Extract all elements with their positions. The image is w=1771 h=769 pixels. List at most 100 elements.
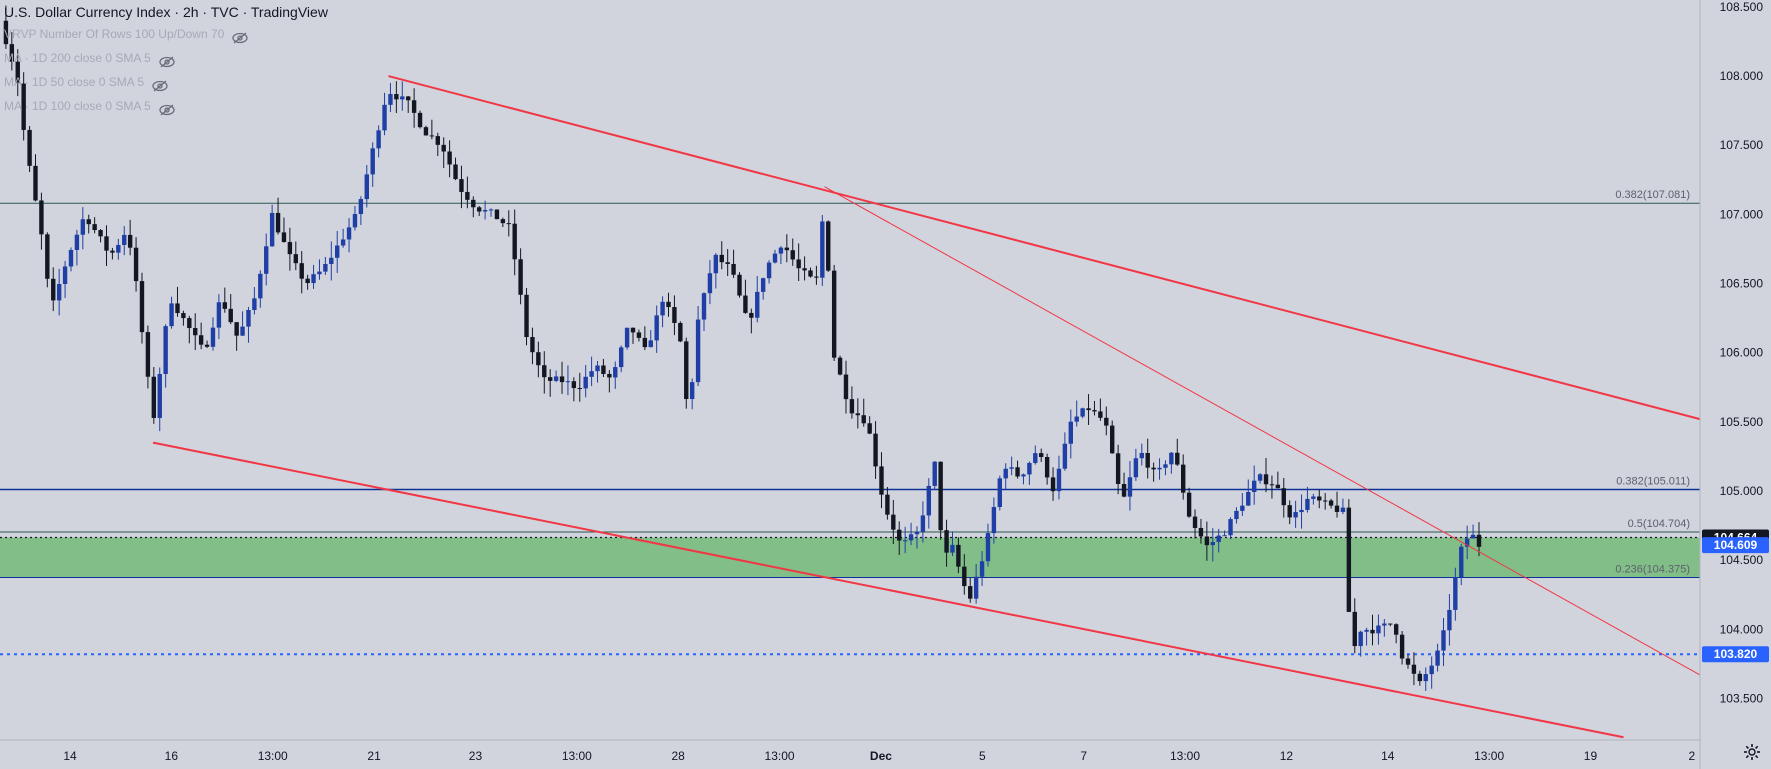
eye-crossed-icon[interactable] [159, 100, 175, 116]
eye-crossed-icon[interactable] [159, 52, 175, 68]
candle-body [62, 266, 68, 285]
x-tick-label: 16 [165, 749, 179, 763]
x-tick-label: 13:00 [1170, 749, 1200, 763]
candle [1441, 618, 1446, 667]
gear-icon[interactable] [1743, 743, 1761, 761]
candle [364, 165, 369, 208]
indicator-ma-100[interactable]: MA · 1D 100 close 0 SMA 5 [4, 94, 328, 118]
candle-body [376, 130, 381, 149]
candle-body [908, 534, 914, 541]
candle-body [968, 586, 973, 599]
candle [1352, 598, 1357, 654]
candle-body [790, 250, 795, 260]
candle [577, 372, 582, 402]
candle [885, 487, 890, 520]
candle [476, 205, 482, 217]
candle-body [293, 254, 298, 264]
candle [210, 317, 216, 351]
candle-body [15, 61, 20, 84]
candle [891, 500, 896, 545]
y-tick-label: 106.500 [1720, 277, 1764, 291]
candle [536, 341, 541, 378]
candle-body [920, 515, 926, 532]
candle [826, 220, 831, 272]
candle [1334, 491, 1340, 518]
candle-body [577, 388, 582, 390]
candle [139, 272, 145, 344]
candle [388, 83, 393, 112]
candle-body [56, 284, 62, 301]
candle [1435, 643, 1440, 672]
candle-body [731, 263, 736, 275]
candle [92, 217, 97, 234]
candle [1322, 493, 1328, 510]
candle-body [1228, 519, 1233, 536]
candle [1293, 500, 1298, 528]
candle-body [139, 281, 145, 333]
candle-body [388, 94, 393, 105]
candle-body [1216, 535, 1221, 542]
candle [607, 370, 612, 393]
candle [689, 378, 695, 410]
candle-body [3, 20, 9, 45]
y-tick-label: 104.000 [1720, 622, 1764, 636]
x-tick-label: 21 [367, 749, 381, 763]
eye-crossed-icon[interactable] [232, 28, 248, 44]
candle [488, 208, 494, 217]
candle [406, 95, 411, 113]
candle [1110, 420, 1115, 454]
candle-body [234, 322, 239, 336]
candle [589, 356, 594, 387]
candle-body [891, 514, 896, 530]
candle [1305, 486, 1310, 513]
candle-body [559, 376, 565, 383]
indicator-ma-50[interactable]: MA · 1D 50 close 0 SMA 5 [4, 70, 328, 94]
candle [707, 260, 713, 305]
eye-crossed-icon[interactable] [152, 76, 168, 92]
candle-body [1311, 496, 1316, 499]
price-badge-label: 104.609 [1714, 538, 1758, 552]
candle [163, 324, 168, 388]
candle-body [1163, 464, 1168, 468]
candle-body [849, 399, 855, 414]
candle [725, 249, 730, 277]
indicator-vrvp[interactable]: VRVP Number Of Rows 100 Up/Down 70 [4, 22, 328, 46]
candle-body [33, 165, 38, 201]
candle-body [885, 494, 890, 515]
candle [145, 325, 151, 389]
candle [613, 361, 618, 389]
chart-legend: U.S. Dollar Currency Index · 2h · TVC · … [4, 2, 328, 118]
candle-body [1275, 484, 1281, 489]
candle [778, 246, 784, 265]
x-tick-label: 14 [1381, 749, 1395, 763]
candle [157, 367, 162, 432]
candle [68, 247, 74, 272]
candle-body [1287, 505, 1292, 518]
candle [547, 369, 553, 397]
candle [269, 204, 275, 247]
candle-body [435, 136, 440, 145]
candle [1015, 460, 1020, 479]
y-tick-label: 106.000 [1720, 346, 1764, 360]
candle-body [713, 254, 719, 274]
candle-body [760, 278, 766, 292]
x-tick-label: 14 [63, 749, 77, 763]
candle-body [1133, 458, 1139, 478]
candle-body [494, 209, 500, 220]
candle [1086, 394, 1091, 425]
candle-body [897, 529, 902, 541]
candle [133, 237, 139, 292]
candle [749, 308, 754, 334]
candle [441, 137, 446, 169]
candle [234, 322, 239, 351]
candle-body [1009, 467, 1014, 469]
candle [873, 421, 878, 479]
indicator-ma-200[interactable]: MA · 1D 200 close 0 SMA 5 [4, 46, 328, 70]
candle [630, 327, 636, 344]
candle-body [1388, 623, 1393, 625]
candle [518, 248, 523, 305]
trendline-lower-channel [152, 441, 1624, 739]
chart-title: U.S. Dollar Currency Index · 2h · TVC · … [4, 4, 328, 20]
candle [973, 563, 979, 604]
